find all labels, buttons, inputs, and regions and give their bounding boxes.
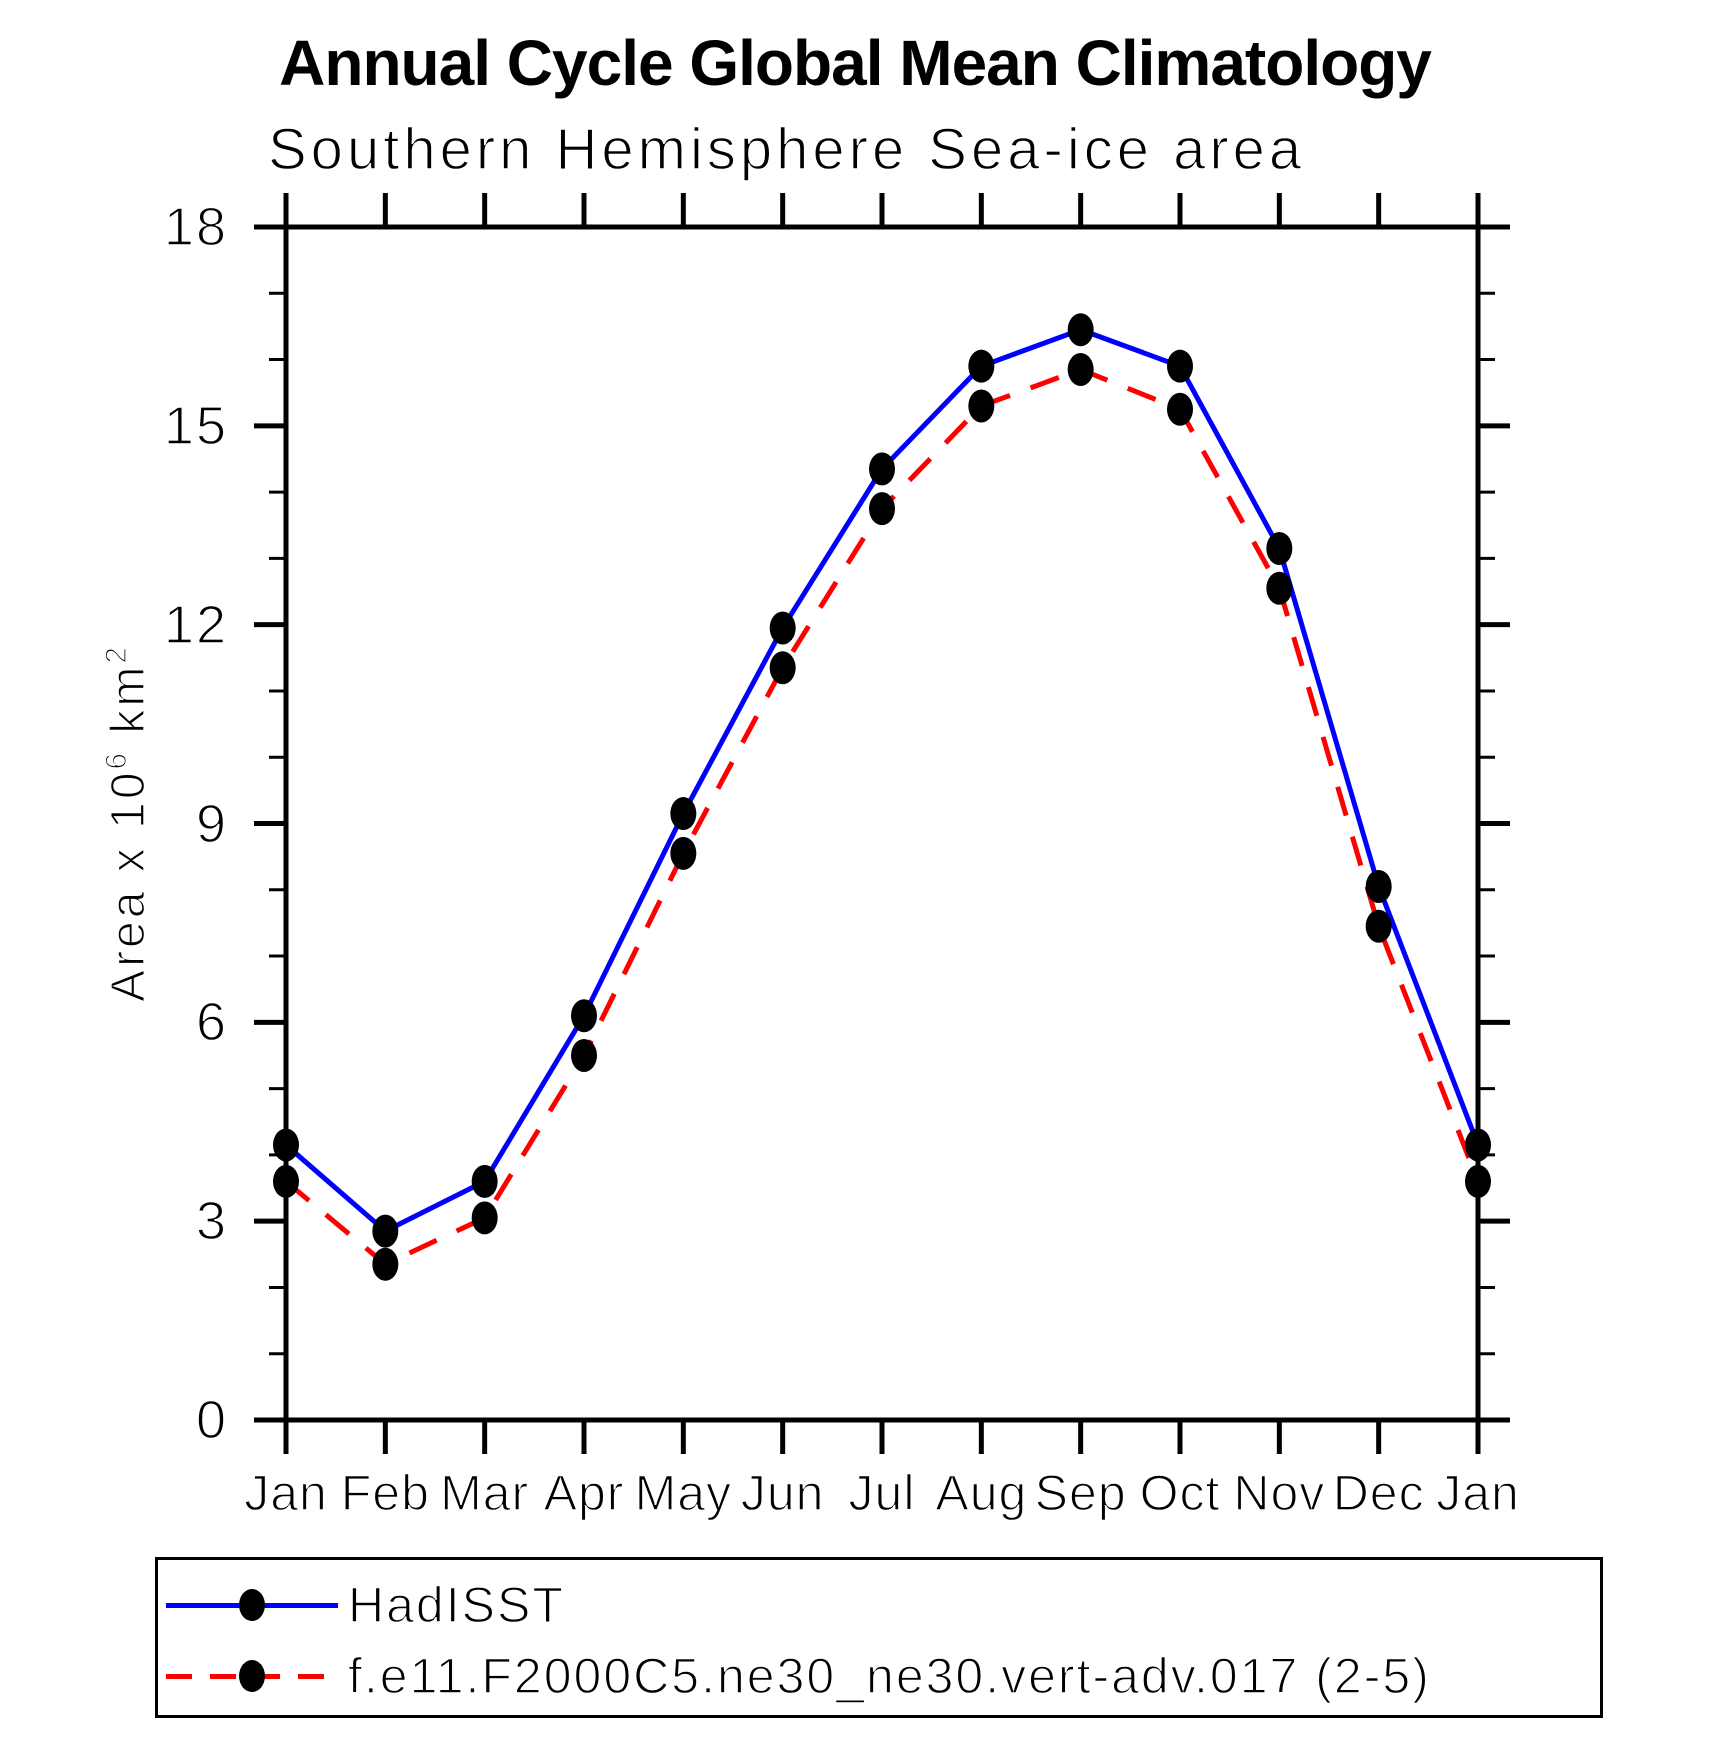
data-point-marker: [869, 452, 895, 486]
x-tick-label: Jun: [740, 1465, 825, 1521]
data-point-marker: [968, 389, 995, 423]
x-tick-label: Jan: [243, 1465, 328, 1521]
x-tick-label: Jan: [1435, 1465, 1520, 1521]
data-point-marker: [273, 1128, 299, 1162]
y-tick-label: 12: [163, 594, 228, 655]
x-tick-label: Sep: [1034, 1465, 1127, 1521]
legend-entry-hadisst: HadISST: [166, 1576, 565, 1634]
data-point-marker: [372, 1247, 399, 1281]
x-tick-label: May: [634, 1465, 733, 1521]
data-point-marker: [273, 1164, 299, 1198]
legend-sample-model: [166, 1658, 338, 1694]
legend-label-model: f.e11.F2000C5.ne30_ne30.vert-adv.017 (2-…: [347, 1647, 1431, 1704]
chart-title: Annual Cycle Global Mean Climatology: [279, 27, 1432, 99]
data-point-marker: [670, 797, 697, 831]
x-tick-label: Mar: [439, 1465, 530, 1521]
data-point-marker: [1067, 352, 1094, 386]
x-tick-label: Apr: [543, 1465, 625, 1521]
legend-label-hadisst: HadISST: [347, 1576, 565, 1633]
legend-marker-dot-icon: [239, 1660, 265, 1692]
data-point-marker: [1067, 313, 1094, 347]
y-tick-label: 18: [163, 197, 228, 257]
data-point-marker: [372, 1214, 399, 1248]
data-point-marker: [968, 349, 995, 383]
y-tick-label: 0: [195, 1390, 228, 1450]
data-point-marker: [1266, 571, 1293, 605]
data-point-marker: [1167, 349, 1193, 383]
legend: HadISST f.e11.F2000C5.ne30_ne30.vert-adv…: [155, 1557, 1603, 1718]
y-tick-label: 6: [195, 992, 228, 1053]
data-point-marker: [769, 611, 796, 645]
data-point-marker: [1365, 869, 1392, 903]
data-point-marker: [571, 1038, 597, 1072]
data-point-marker: [1365, 909, 1392, 943]
x-tick-label: Oct: [1139, 1465, 1221, 1521]
y-tick-label: 15: [163, 395, 228, 456]
legend-marker-dot-icon: [239, 1589, 265, 1621]
data-point-marker: [1465, 1164, 1491, 1198]
x-tick-label: Aug: [935, 1465, 1028, 1521]
data-point-marker: [769, 651, 796, 685]
y-tick-label: 3: [195, 1191, 228, 1252]
plot-frame: [283, 224, 1481, 1423]
x-tick-label: Dec: [1332, 1465, 1425, 1521]
data-point-marker: [869, 492, 895, 526]
data-point-marker: [1266, 531, 1293, 565]
data-point-marker: [670, 836, 697, 870]
legend-sample-hadisst: [166, 1587, 338, 1623]
data-point-marker: [471, 1201, 498, 1235]
data-point-marker: [571, 999, 597, 1033]
x-tick-label: Jul: [848, 1465, 916, 1521]
x-tick-label: Nov: [1233, 1465, 1326, 1521]
data-point-marker: [471, 1164, 498, 1198]
data-point-marker: [1167, 392, 1193, 426]
x-tick-label: Feb: [340, 1465, 430, 1521]
y-tick-label: 9: [195, 793, 228, 854]
legend-entry-model: f.e11.F2000C5.ne30_ne30.vert-adv.017 (2-…: [166, 1647, 1431, 1705]
data-point-marker: [1465, 1128, 1491, 1162]
chart-subtitle: Southern Hemisphere Sea-ice area: [267, 116, 1306, 182]
